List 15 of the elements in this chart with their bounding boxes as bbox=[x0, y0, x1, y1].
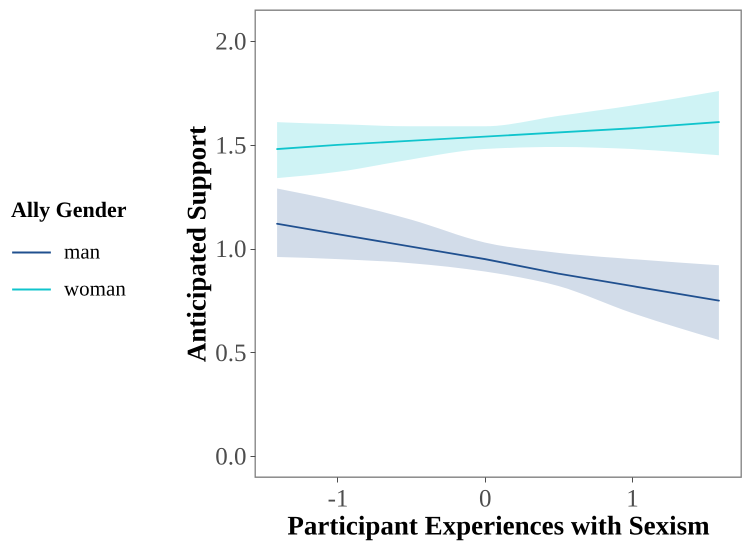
y-tick-label: 1.0 bbox=[215, 236, 246, 264]
x-tick-label: 1 bbox=[626, 486, 639, 512]
legend-label: man bbox=[64, 240, 101, 264]
x-axis-title: Participant Experiences with Sexism bbox=[287, 510, 710, 540]
x-tick-label: -1 bbox=[328, 486, 348, 512]
legend-title: Ally Gender bbox=[11, 197, 127, 222]
y-axis-title: Anticipated Support bbox=[181, 126, 212, 362]
x-tick-label: 0 bbox=[478, 486, 492, 512]
legend-label: woman bbox=[64, 276, 126, 300]
line-series bbox=[276, 222, 720, 302]
line-series bbox=[276, 121, 720, 150]
y-tick-label: 0.0 bbox=[215, 444, 246, 471]
y-tick-label: 1.5 bbox=[215, 132, 246, 160]
y-tick-label: 2.0 bbox=[215, 28, 246, 56]
y-tick-label: 0.5 bbox=[215, 340, 246, 367]
